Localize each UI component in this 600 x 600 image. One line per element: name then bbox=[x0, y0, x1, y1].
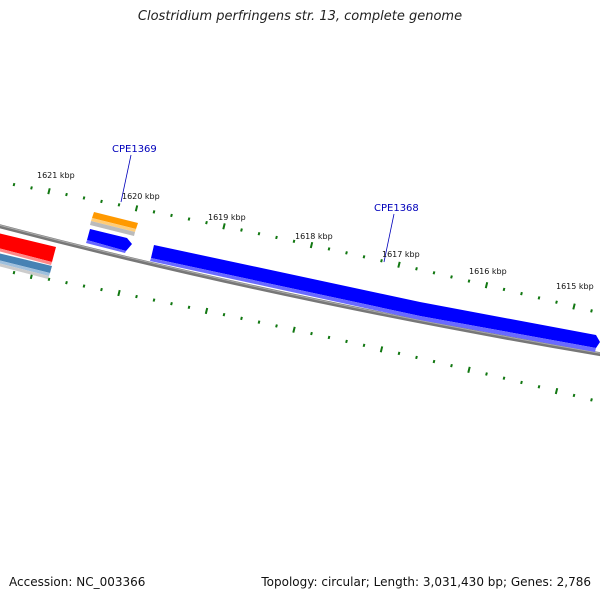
feature-red[interactable] bbox=[0, 233, 56, 265]
inner-ring-minor-tick bbox=[450, 363, 453, 368]
outer-ring-minor-tick bbox=[502, 287, 506, 292]
inner-ring-minor-tick bbox=[82, 284, 86, 288]
tick-label-1621: 1621 kbp bbox=[37, 171, 75, 180]
inner-ring-major-tick bbox=[467, 366, 471, 373]
outer-ring-major-tick bbox=[484, 282, 489, 289]
outer-ring-minor-tick bbox=[415, 267, 418, 271]
outer-ring-minor-tick bbox=[327, 247, 331, 251]
inner-ring-major-tick bbox=[379, 346, 384, 353]
outer-ring-major-tick bbox=[309, 241, 314, 249]
inner-ring-minor-tick bbox=[257, 320, 261, 324]
gene-label-cpe1369[interactable]: CPE1369 bbox=[112, 144, 157, 155]
map-title: Clostridium perfringens str. 13, complet… bbox=[137, 9, 463, 24]
outer-ring-minor-tick bbox=[292, 239, 296, 243]
inner-tick-ring bbox=[12, 270, 593, 402]
outer-ring-minor-tick bbox=[555, 300, 558, 304]
inner-ring-minor-tick bbox=[12, 270, 16, 275]
inner-ring-minor-tick bbox=[590, 398, 593, 402]
feature-steelblue[interactable] bbox=[0, 253, 52, 279]
inner-ring-major-tick bbox=[117, 289, 121, 297]
accession-text: Accession: NC_003366 bbox=[9, 575, 146, 589]
outer-ring-minor-tick bbox=[345, 251, 348, 255]
inner-ring-minor-tick bbox=[537, 385, 541, 389]
outer-ring-minor-tick bbox=[537, 296, 541, 300]
inner-ring-major-tick bbox=[204, 307, 209, 315]
outer-ring-minor-tick bbox=[152, 210, 156, 214]
outer-ring-minor-tick bbox=[362, 255, 366, 259]
tick-label-1616: 1616 kbp bbox=[469, 267, 507, 276]
genome-backbone bbox=[0, 224, 600, 357]
outer-ring-minor-tick bbox=[170, 213, 173, 218]
outer-ring-minor-tick bbox=[257, 232, 261, 236]
inner-ring-minor-tick bbox=[485, 372, 488, 376]
inner-ring-minor-tick bbox=[415, 355, 418, 360]
inner-ring-minor-tick bbox=[275, 324, 278, 328]
outer-ring-minor-tick bbox=[380, 259, 383, 263]
outer-ring-major-tick bbox=[222, 223, 226, 230]
outer-ring-minor-tick bbox=[205, 220, 208, 225]
tick-label-1618: 1618 kbp bbox=[295, 232, 333, 241]
outer-tick-ring bbox=[12, 182, 593, 313]
inner-ring-minor-tick bbox=[520, 380, 523, 385]
genome-backbone-highlight bbox=[0, 224, 600, 354]
outer-ring-minor-tick bbox=[65, 192, 68, 197]
inner-ring-minor-tick bbox=[100, 287, 103, 292]
tick-label-1615: 1615 kbp bbox=[556, 282, 594, 291]
feature-orange[interactable] bbox=[90, 212, 138, 236]
outer-ring-minor-tick bbox=[450, 275, 453, 279]
inner-ring-minor-tick bbox=[222, 312, 226, 317]
inner-ring-major-tick bbox=[554, 387, 559, 395]
inner-ring-minor-tick bbox=[327, 335, 331, 340]
gene-cpe1369-arrow[interactable] bbox=[86, 229, 132, 253]
tick-label-1617: 1617 kbp bbox=[382, 250, 420, 259]
outer-ring-minor-tick bbox=[467, 279, 471, 283]
inner-ring-minor-tick bbox=[240, 316, 243, 321]
outer-ring-major-tick bbox=[397, 261, 401, 268]
outer-ring-minor-tick bbox=[590, 309, 593, 313]
inner-ring-major-tick bbox=[292, 326, 296, 333]
tick-label-1619: 1619 kbp bbox=[208, 213, 246, 222]
outer-ring-major-tick bbox=[134, 205, 139, 212]
inner-ring-minor-tick bbox=[397, 351, 401, 356]
inner-ring-minor-tick bbox=[345, 339, 348, 344]
outer-ring-minor-tick bbox=[117, 203, 121, 207]
inner-ring-minor-tick bbox=[572, 393, 576, 398]
inner-ring-minor-tick bbox=[65, 280, 68, 285]
outer-ring-major-tick bbox=[47, 188, 51, 195]
inner-ring-minor-tick bbox=[432, 359, 436, 364]
inner-ring-minor-tick bbox=[310, 331, 313, 336]
inner-ring-minor-tick bbox=[135, 294, 138, 299]
inner-ring-minor-tick bbox=[170, 301, 173, 306]
outer-ring-minor-tick bbox=[100, 199, 103, 204]
outer-ring-minor-tick bbox=[520, 291, 523, 296]
inner-ring-minor-tick bbox=[47, 277, 51, 281]
genome-summary-text: Topology: circular; Length: 3,031,430 bp… bbox=[261, 575, 591, 589]
outer-ring-minor-tick bbox=[187, 217, 191, 221]
inner-ring-minor-tick bbox=[502, 376, 506, 380]
outer-ring-minor-tick bbox=[275, 235, 278, 240]
inner-ring-minor-tick bbox=[362, 343, 366, 348]
cpe1368-leader bbox=[383, 213, 395, 263]
gene-label-cpe1368[interactable]: CPE1368 bbox=[374, 203, 419, 214]
outer-ring-minor-tick bbox=[240, 228, 243, 232]
outer-ring-major-tick bbox=[572, 303, 576, 310]
gene-cpe1368-arrow[interactable] bbox=[150, 245, 600, 352]
outer-ring-minor-tick bbox=[12, 182, 16, 187]
cpe1369-leader bbox=[120, 154, 132, 203]
tick-label-1620: 1620 kbp bbox=[122, 192, 160, 201]
outer-ring-minor-tick bbox=[432, 271, 436, 275]
inner-ring-minor-tick bbox=[152, 298, 156, 302]
outer-ring-minor-tick bbox=[82, 196, 86, 200]
outer-ring-minor-tick bbox=[30, 186, 33, 190]
inner-ring-minor-tick bbox=[187, 305, 191, 310]
